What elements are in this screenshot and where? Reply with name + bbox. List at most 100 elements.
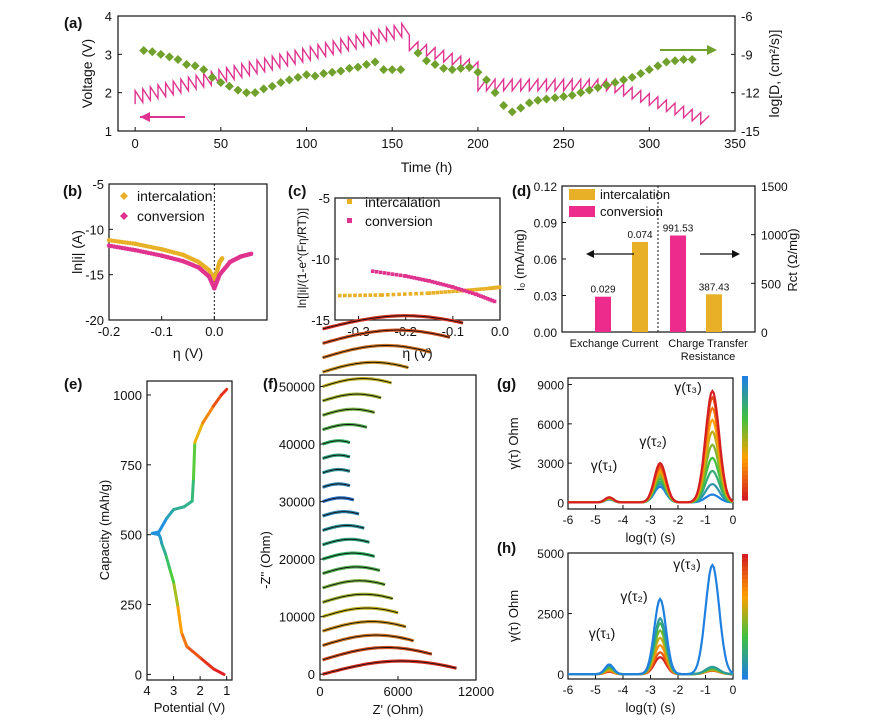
eis-fit-curve — [322, 580, 386, 589]
x-axis-label: η (V) — [173, 345, 203, 361]
eis-fit-curve — [322, 424, 367, 431]
colorbar-segment — [742, 438, 748, 443]
conversion-point — [435, 281, 440, 285]
diffusion-point — [576, 88, 586, 98]
panel-label-a: (a) — [64, 15, 82, 32]
capacity-curve-segment — [165, 508, 176, 520]
colorbar-segment — [742, 466, 748, 472]
x-tick-label: -2 — [673, 683, 684, 697]
eis-fit-curve — [322, 660, 457, 675]
diffusion-point — [310, 71, 320, 81]
eis-fit-curve — [322, 483, 351, 488]
x-tick-label: -0.1 — [150, 324, 172, 339]
capacity-curve-segment — [157, 516, 169, 534]
capacity-curve-segment — [211, 393, 223, 408]
diffusion-point — [567, 90, 577, 100]
colorbar-segment — [742, 413, 748, 418]
diffusion-point — [362, 60, 372, 70]
y2-tick-label: 1000 — [761, 229, 788, 243]
conversion-point — [468, 290, 472, 295]
conversion-point — [433, 280, 437, 285]
intercalation-point — [470, 288, 475, 292]
diffusion-point — [182, 60, 192, 70]
y-tick-label: 50000 — [279, 380, 315, 395]
conversion-point — [406, 274, 411, 279]
diffusion-point — [422, 56, 431, 66]
colorbar-segment — [742, 612, 748, 618]
colorbar-segment — [742, 591, 748, 597]
diffusion-point — [687, 54, 697, 64]
diffusion-point — [627, 72, 637, 82]
diffusion-point — [593, 83, 603, 93]
diffusion-point — [216, 77, 226, 87]
diffusion-point — [447, 65, 457, 75]
x-tick-label: 0.0 — [205, 324, 223, 339]
diffusion-point — [559, 92, 569, 101]
y-tick-label: 3000 — [537, 457, 564, 471]
diffusion-point — [490, 88, 500, 98]
colorbar-segment — [742, 566, 748, 572]
capacity-curve-segment — [198, 656, 215, 671]
legend-marker-intercalation — [347, 199, 352, 204]
colorbar-segment — [742, 629, 748, 634]
left-axis-arrowhead — [586, 250, 594, 258]
eis-fit-curve — [322, 525, 365, 531]
colorbar-segment — [742, 491, 748, 497]
colorbar-segment — [742, 429, 748, 435]
conversion-point — [490, 298, 495, 303]
x-axis-label: Potential (V) — [154, 700, 226, 715]
conversion-point — [441, 282, 446, 287]
conversion-point — [382, 271, 387, 275]
y-tick-label: 5000 — [537, 547, 564, 561]
capacity-curve-segment — [172, 505, 186, 512]
diffusion-point — [173, 54, 183, 64]
eis-curve — [322, 659, 457, 676]
conversion-point — [430, 279, 434, 284]
eis-fit-curve — [322, 408, 375, 416]
panel-label-c: (c) — [288, 183, 306, 200]
y-tick-label: 20000 — [279, 552, 315, 567]
conversion-point — [418, 277, 422, 281]
conversion-point — [453, 286, 458, 290]
y-tick-label: -20 — [85, 313, 104, 328]
colorbar-segment — [742, 654, 748, 659]
intercalation-point — [443, 290, 447, 294]
peak-annotation: γ(τ₃) — [673, 556, 701, 572]
y-tick-label: -10 — [311, 252, 330, 267]
panel-label-d: (d) — [512, 183, 531, 200]
capacity-curve-segment — [160, 541, 168, 556]
capacity-curve-segment — [219, 387, 229, 397]
eis-curve — [322, 407, 375, 417]
eis-fit-curve — [322, 329, 451, 344]
x-tick-label: -3 — [645, 513, 656, 527]
conversion-point — [444, 283, 449, 288]
colorbar-segment — [742, 495, 748, 501]
right-axis-arrowhead — [707, 45, 717, 55]
intercalation-point — [497, 285, 502, 289]
diffusion-point — [242, 88, 252, 98]
diffusion-point — [636, 69, 646, 78]
diffusion-point — [661, 57, 671, 67]
x-tick-label: 6000 — [384, 684, 413, 699]
y-axis-label: i₀ (mA/mg) — [512, 229, 527, 291]
eis-fit-curve — [322, 315, 464, 330]
chart-f: 0 6000 12000 0 10000 20000 30000 40000 50000 Z' (… — [258, 314, 494, 717]
colorbar-segment — [742, 400, 748, 406]
colorbar-segment — [742, 483, 748, 489]
colorbar-segment — [742, 376, 748, 381]
peak-annotation: γ(τ₃) — [674, 379, 702, 395]
chart-h: -6 -5 -4 -3 -2 -1 0 0 2500 5000 log(τ) (s) γ(τ) Ohm… — [506, 547, 748, 715]
capacity-curve-segment — [180, 630, 189, 648]
intercalation-point — [477, 287, 482, 292]
diffusion-point — [353, 62, 363, 72]
intercalation-point — [353, 293, 357, 298]
y-tick-label: 0 — [557, 496, 564, 510]
diffusion-point — [387, 65, 397, 75]
conversion-point — [476, 293, 481, 298]
category-label: Resistance — [681, 351, 735, 363]
conversion-point — [492, 299, 497, 304]
bar-conversion — [670, 235, 686, 332]
eis-curve — [322, 579, 386, 590]
x-axis-label: log(τ) (s) — [626, 530, 676, 545]
